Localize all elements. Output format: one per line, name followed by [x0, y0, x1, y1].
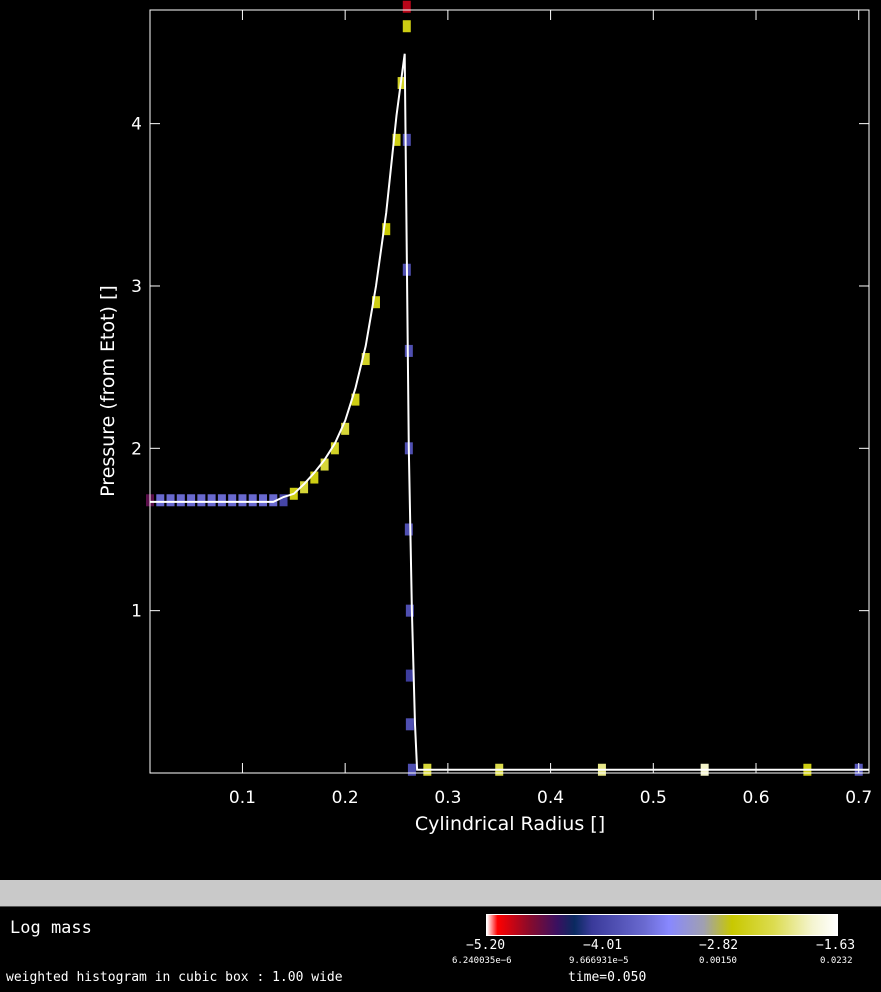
quantity-label: Log mass	[10, 918, 92, 938]
legend-panel: Log mass −5.20 −4.01 −2.82 −1.63 6.24003…	[0, 906, 881, 992]
x-tick-label: 0.6	[742, 788, 769, 808]
histogram-cell	[197, 494, 206, 507]
separator-bar	[0, 880, 881, 906]
colorbar-log-label: −1.63	[816, 938, 856, 953]
histogram-cell	[361, 353, 370, 366]
colorbar-log-label: −4.01	[583, 938, 623, 953]
colorbar-log-label: −2.82	[699, 938, 739, 953]
histogram-cell	[166, 494, 175, 507]
histogram-cell	[402, 20, 411, 33]
plot-window: 0.1 0.2 0.3 0.4 0.5 0.6 0.7 1 2 3 4 Cylindrical R…	[97, 0, 873, 835]
histogram-cell	[392, 133, 401, 146]
histogram-cell	[258, 494, 267, 507]
histogram-cell	[405, 669, 414, 682]
y-axis-ticks: 1 2 3 4	[131, 115, 869, 622]
histogram-cell	[404, 523, 413, 536]
x-axis-ticks: 0.1 0.2 0.3 0.4 0.5 0.6 0.7	[229, 10, 872, 808]
histogram-cell	[217, 494, 226, 507]
profile-line	[150, 53, 869, 771]
histogram-cell	[269, 494, 278, 507]
histogram-cell	[310, 471, 319, 484]
histogram-cell	[320, 458, 329, 471]
histogram-cell	[382, 223, 391, 236]
histogram-cell	[330, 442, 339, 455]
histogram-note: weighted histogram in cubic box : 1.00 w…	[6, 970, 343, 985]
x-tick-label: 0.4	[537, 788, 564, 808]
y-tick-label: 2	[131, 439, 142, 459]
colorbar-linear-label: 0.00150	[699, 956, 737, 966]
histogram-cell	[405, 604, 414, 617]
histogram-cell	[300, 481, 309, 494]
histogram-cell	[228, 494, 237, 507]
colorbar-log-label: −5.20	[466, 938, 506, 953]
x-tick-label: 0.3	[434, 788, 461, 808]
histogram-cell	[248, 494, 257, 507]
histogram-cell	[351, 393, 360, 406]
histogram-cell	[371, 296, 380, 309]
histogram-cell	[238, 494, 247, 507]
x-tick-label: 0.5	[640, 788, 667, 808]
histogram-cell	[176, 494, 185, 507]
x-tick-label: 0.1	[229, 788, 256, 808]
histogram-cell	[156, 494, 165, 507]
chart: 0.1 0.2 0.3 0.4 0.5 0.6 0.7 1 2 3 4 Cylindrical R…	[97, 0, 872, 835]
histogram-cell	[407, 763, 416, 776]
colorbar-linear-label: 0.0232	[820, 956, 853, 966]
time-label: time=0.050	[568, 970, 647, 985]
x-axis-label: Cylindrical Radius []	[415, 813, 605, 835]
x-tick-label: 0.7	[845, 788, 872, 808]
x-tick-label: 0.2	[332, 788, 359, 808]
colorbar-linear-label: 6.240035e−6	[452, 956, 512, 966]
histogram-cell	[187, 494, 196, 507]
histogram-cell	[207, 494, 216, 507]
histogram-cell	[402, 0, 411, 13]
plot-frame	[149, 9, 870, 774]
histogram-cell	[279, 494, 288, 507]
histogram-cell	[405, 718, 414, 731]
colorbar	[486, 914, 838, 936]
y-tick-label: 3	[131, 277, 142, 297]
y-tick-label: 1	[131, 602, 142, 622]
histogram-cell	[402, 133, 411, 146]
y-tick-label: 4	[131, 115, 142, 135]
histogram-cells	[146, 0, 863, 776]
colorbar-linear-label: 9.666931e−5	[569, 956, 629, 966]
histogram-cell	[341, 422, 350, 435]
histogram-cell	[404, 344, 413, 357]
y-axis-label: Pressure (from Etot) []	[97, 285, 119, 497]
